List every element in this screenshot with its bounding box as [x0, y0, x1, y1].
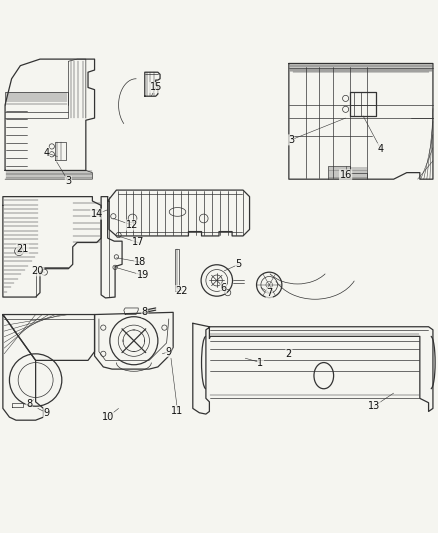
- Text: 15: 15: [149, 83, 162, 93]
- Text: 5: 5: [236, 260, 242, 269]
- Text: 16: 16: [339, 170, 352, 180]
- Text: 4: 4: [43, 148, 49, 158]
- Text: 20: 20: [32, 266, 44, 276]
- Text: 14: 14: [91, 209, 103, 219]
- Text: 9: 9: [166, 346, 172, 357]
- Text: 1: 1: [258, 358, 264, 368]
- Text: 4: 4: [378, 143, 384, 154]
- Text: 22: 22: [176, 286, 188, 295]
- Text: 11: 11: [171, 406, 184, 416]
- Text: 2: 2: [286, 349, 292, 359]
- Text: 8: 8: [142, 308, 148, 317]
- Text: 13: 13: [368, 401, 380, 411]
- Text: 12: 12: [126, 220, 138, 230]
- Text: 6: 6: [220, 284, 226, 293]
- Text: 21: 21: [16, 244, 29, 254]
- Text: 3: 3: [65, 176, 71, 187]
- Text: 7: 7: [266, 288, 272, 298]
- Text: 8: 8: [26, 399, 32, 409]
- Text: 9: 9: [43, 408, 49, 418]
- Text: 3: 3: [288, 135, 294, 145]
- Text: 10: 10: [102, 412, 114, 422]
- Text: 17: 17: [132, 238, 145, 247]
- Text: 18: 18: [134, 257, 147, 267]
- Text: 19: 19: [137, 270, 149, 280]
